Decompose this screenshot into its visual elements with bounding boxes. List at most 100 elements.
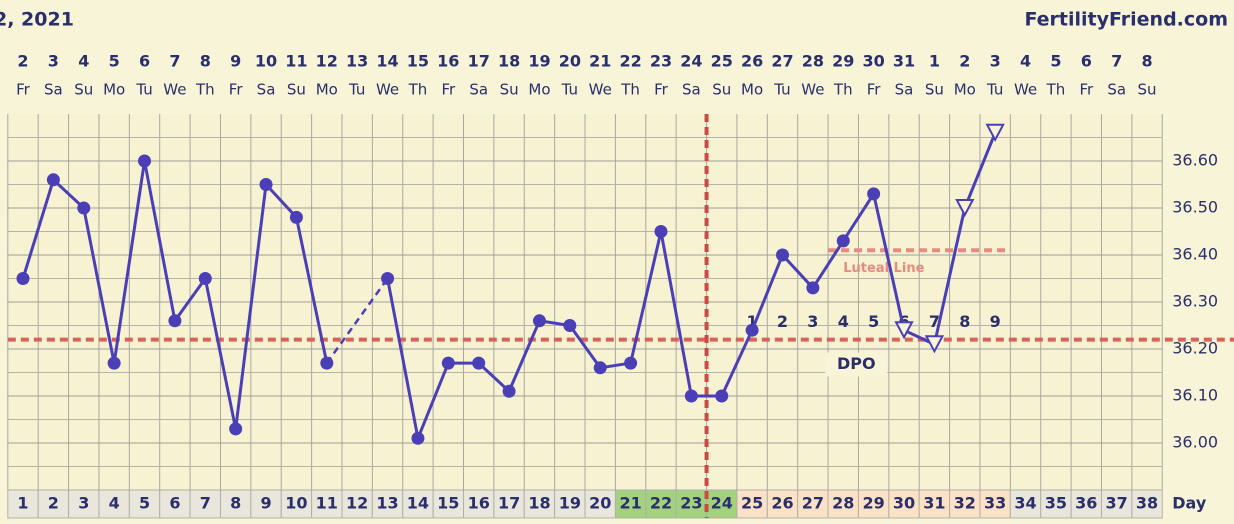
day-cell xyxy=(189,489,221,519)
day-label: 15 xyxy=(437,494,459,513)
weekday-label: Su xyxy=(1138,81,1157,99)
date-label: 11 xyxy=(285,52,307,71)
day-label: 4 xyxy=(109,494,120,513)
weekday-label: Su xyxy=(74,81,93,99)
day-cell xyxy=(250,489,282,519)
day-label: 32 xyxy=(954,494,976,513)
date-label: 28 xyxy=(802,52,824,71)
day-label: 2 xyxy=(48,494,59,513)
day-cell xyxy=(857,489,890,519)
temp-marker xyxy=(894,321,914,340)
day-label: 14 xyxy=(407,494,429,513)
date-label: 7 xyxy=(169,52,180,71)
weekday-label: Tu xyxy=(135,81,152,99)
day-label: 18 xyxy=(528,494,550,513)
date-label: 14 xyxy=(376,52,398,71)
weekday-label: Tu xyxy=(561,81,578,99)
weekday-label: Sa xyxy=(1107,81,1126,99)
weekday-label: Mo xyxy=(528,81,550,99)
weekday-label: We xyxy=(801,81,824,99)
day-label: 1 xyxy=(17,494,28,513)
temp-marker xyxy=(745,323,759,337)
weekday-label: Th xyxy=(408,81,428,99)
weekday-label: Mo xyxy=(954,81,976,99)
day-cell xyxy=(311,489,343,519)
date-label: 5 xyxy=(1050,52,1061,71)
day-cell xyxy=(918,489,951,519)
date-label: 18 xyxy=(498,52,520,71)
temp-marker xyxy=(836,234,850,248)
weekday-label: Sa xyxy=(469,81,488,99)
date-label: 24 xyxy=(680,52,702,71)
day-cell xyxy=(402,489,434,519)
date-label: 25 xyxy=(711,52,733,71)
day-label: 13 xyxy=(376,494,398,513)
date-label: 20 xyxy=(559,52,581,71)
date-label: 16 xyxy=(437,52,459,71)
day-label: 7 xyxy=(200,494,211,513)
date-label: 1 xyxy=(929,52,940,71)
weekday-label: Th xyxy=(620,81,640,99)
day-cell xyxy=(463,489,495,519)
chart-title: 2, 2021 xyxy=(0,9,74,31)
temp-marker xyxy=(532,314,546,328)
day-label: 16 xyxy=(468,494,490,513)
date-label: 6 xyxy=(139,52,150,71)
day-label: 20 xyxy=(589,494,611,513)
day-cell xyxy=(432,489,465,519)
temp-marker xyxy=(593,361,607,375)
y-tick-label: 36.10 xyxy=(1172,386,1218,405)
day-label: 9 xyxy=(260,494,271,513)
day-cell xyxy=(979,489,1011,519)
temp-marker xyxy=(955,199,975,218)
weekday-label: Sa xyxy=(682,81,701,99)
day-label: 24 xyxy=(711,494,733,513)
day-cell xyxy=(219,489,252,519)
day-cell xyxy=(1070,489,1102,519)
day-cell xyxy=(797,489,829,519)
temp-marker xyxy=(654,225,668,238)
weekday-label: Su xyxy=(712,81,731,99)
temp-marker xyxy=(168,314,182,328)
dpo-label: DPO xyxy=(837,354,876,373)
weekday-label: Fr xyxy=(16,81,31,99)
weekday-label: We xyxy=(1014,81,1037,99)
dpo-label-bg xyxy=(825,352,888,377)
gap-bridge xyxy=(325,277,389,364)
temp-marker xyxy=(411,431,425,445)
y-tick-label: 36.00 xyxy=(1172,433,1218,452)
day-cell xyxy=(68,489,100,519)
weekday-label: Fr xyxy=(229,81,244,99)
temp-marker xyxy=(472,356,486,370)
temp-marker xyxy=(502,384,516,398)
day-label: 31 xyxy=(923,494,945,513)
date-label: 2 xyxy=(959,52,970,71)
temp-marker xyxy=(289,210,303,224)
day-cell xyxy=(1100,489,1133,519)
day-label: 38 xyxy=(1136,494,1158,513)
dpo-number: 4 xyxy=(838,312,849,331)
day-label: 21 xyxy=(619,494,641,513)
day-label: 10 xyxy=(285,494,307,513)
day-cell xyxy=(128,489,161,519)
weekday-label: Fr xyxy=(441,81,456,99)
day-label: 30 xyxy=(893,494,915,513)
day-label: 28 xyxy=(832,494,854,513)
weekday-label: Th xyxy=(833,81,853,99)
day-cell xyxy=(1131,489,1163,519)
date-label: 3 xyxy=(48,52,59,71)
day-label: 6 xyxy=(169,494,180,513)
day-label: 27 xyxy=(802,494,824,513)
date-label: 2 xyxy=(17,52,28,71)
day-cell xyxy=(341,489,373,519)
weekday-label: Su xyxy=(925,81,944,99)
date-label: 22 xyxy=(619,52,641,71)
date-label: 6 xyxy=(1081,52,1092,71)
weekday-label: We xyxy=(163,81,186,99)
date-label: 5 xyxy=(109,52,120,71)
day-cell xyxy=(554,489,586,519)
temp-marker xyxy=(624,356,638,370)
temp-marker xyxy=(46,173,60,187)
temp-marker xyxy=(16,272,30,285)
day-cell xyxy=(371,489,404,519)
